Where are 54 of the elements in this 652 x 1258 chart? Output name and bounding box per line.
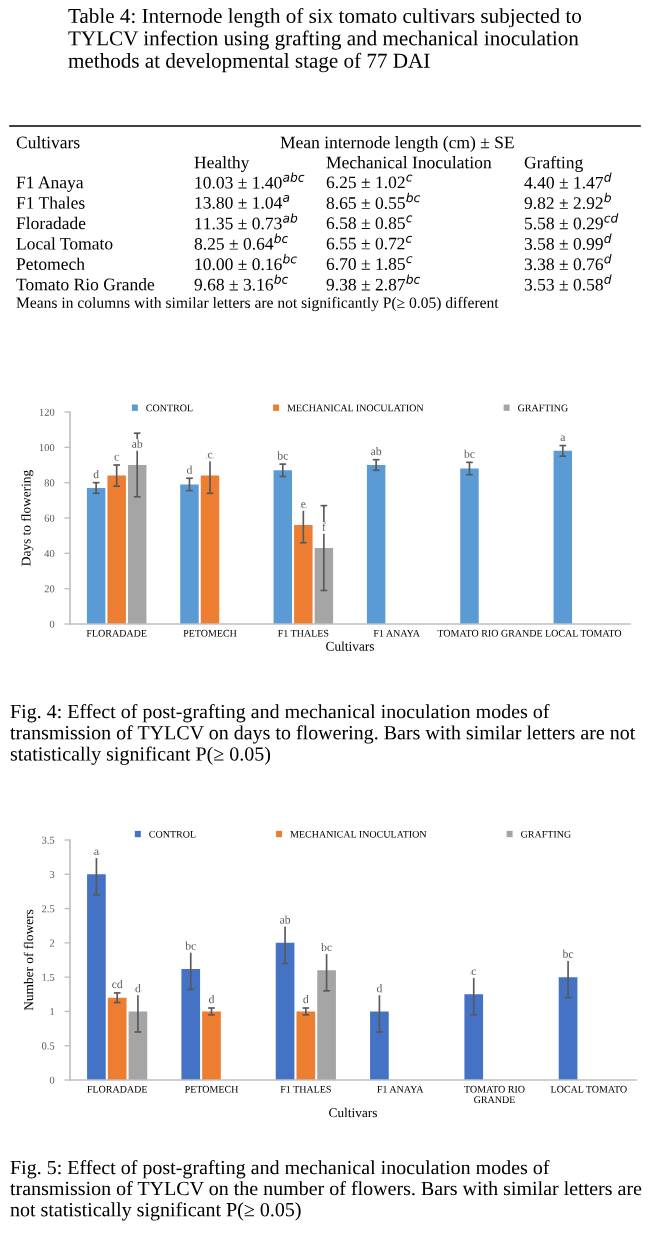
category-label: Local Tomato: [16, 237, 113, 250]
text: 4.40 ± 1.47$^{d}$: [524, 172, 612, 189]
text: 3.53 ± 0.58$^{d}$: [524, 274, 612, 291]
text: 6.25 ± 1.02$^{c}$: [326, 174, 413, 189]
category-label: Mechanical Inoculation: [326, 156, 492, 169]
text: Mean internode length (cm) ± SE: [280, 136, 514, 152]
text: 11.35 ± 0.73$^{ab}$: [195, 213, 298, 230]
bar: [314, 548, 334, 624]
bar: [464, 994, 484, 1080]
text: Fig. 5: Effect of post-grafting and mechanical inoculation modes of transmission of TYLCV on the number of flowers. Bars with similar letters are not statistically significant P(≥ 0.05): [10, 1160, 642, 1221]
category-label: Grafting: [524, 155, 583, 173]
bar: [366, 465, 386, 624]
text: Fig. 4: Effect of post-grafting and mechanical inoculation modes of transmission of TYLCV on days to flowering. Bars with similar letters are not statistically significant P(≥ 0.05): [10, 704, 636, 765]
bar: [273, 470, 293, 624]
bar: [127, 465, 147, 624]
bar: [87, 874, 106, 1080]
bar: [107, 997, 127, 1080]
text: Cultivars: [16, 136, 80, 149]
text: 13.80 ± 1.04$^{a}$: [195, 194, 290, 209]
category-label: Tomato Rio Grande: [16, 278, 155, 291]
category-label: F1 Anaya: [16, 176, 84, 192]
bar: [107, 475, 126, 624]
bar: [317, 970, 336, 1080]
bar: [128, 1011, 148, 1080]
bar: [460, 468, 479, 624]
text: Table 4: Internode length of six tomato cultivars subjected to TYLCV infection using grafting and mechanical inoculation methods at developmental stage of 77 DAI: [68, 8, 582, 73]
text: 3.58 ± 0.99$^{d}$: [524, 233, 612, 250]
text: 9.68 ± 3.16$^{bc}$: [194, 274, 289, 291]
bar: [200, 475, 220, 624]
category-label: Floradade: [16, 216, 86, 230]
text: 6.55 ± 0.72$^{c}$: [326, 235, 413, 250]
category-label: Petomech: [16, 257, 85, 270]
text: 10.03 ± 1.40$^{abc}$: [195, 172, 305, 189]
bar: [180, 484, 199, 624]
bar: [275, 942, 295, 1080]
text: 9.82 ± 2.92$^{b}$: [524, 192, 611, 210]
bar: [202, 1011, 221, 1080]
bar: [558, 977, 578, 1080]
bar: [294, 525, 313, 624]
text: 10.00 ± 0.16$^{bc}$: [195, 254, 297, 271]
text: 8.25 ± 0.64$^{bc}$: [194, 233, 289, 250]
bar: [370, 1011, 389, 1080]
text: 8.65 ± 0.55$^{bc}$: [326, 192, 421, 210]
text: 6.70 ± 1.85$^{c}$: [326, 256, 413, 270]
bar: [181, 968, 201, 1080]
text: 6.58 ± 0.85$^{c}$: [326, 215, 413, 230]
text: 3.38 ± 0.76$^{d}$: [524, 254, 612, 271]
text: 9.38 ± 2.87$^{bc}$: [326, 274, 421, 291]
bar: [86, 487, 106, 624]
category-label: F1 Thales: [16, 196, 85, 209]
category-label: Healthy: [194, 156, 250, 172]
bar: [296, 1011, 316, 1080]
text: 5.58 ± 0.29$^{cd}$: [525, 213, 619, 230]
bar: [553, 450, 573, 624]
